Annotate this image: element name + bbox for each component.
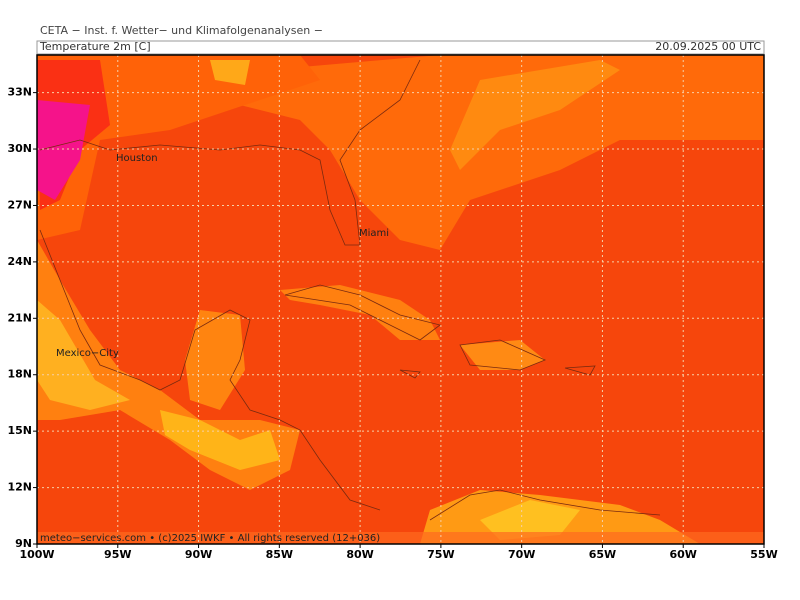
lat-tick-label: 21N [7, 311, 32, 324]
lon-tick-label: 65W [589, 548, 616, 561]
lat-tick-label: 27N [7, 198, 32, 211]
lon-tick-label: 80W [346, 548, 373, 561]
lon-tick-label: 70W [508, 548, 535, 561]
city-label: Houston [116, 153, 158, 164]
lon-tick-label: 100W [19, 548, 54, 561]
valid-time: 20.09.2025 00 UTC [655, 40, 761, 53]
lat-tick-label: 12N [7, 481, 32, 494]
header-title: CETA − Inst. f. Wetter− und Klimafolgena… [40, 24, 323, 37]
lat-tick-label: 24N [7, 255, 32, 268]
lon-tick-label: 60W [669, 548, 696, 561]
info-bar [36, 40, 765, 55]
map-frame [36, 54, 765, 545]
lat-tick-label: 9N [15, 537, 32, 550]
city-label: Mexico−City [56, 348, 119, 359]
lon-tick-label: 55W [750, 548, 777, 561]
lat-tick-label: 30N [7, 142, 32, 155]
temperature-field [37, 55, 764, 544]
lat-tick-label: 33N [7, 86, 32, 99]
lon-tick-label: 95W [104, 548, 131, 561]
lon-tick-label: 90W [185, 548, 212, 561]
lon-tick-label: 75W [427, 548, 454, 561]
lon-tick-label: 85W [266, 548, 293, 561]
lat-tick-label: 15N [7, 424, 32, 437]
field-label: Temperature 2m [C] [39, 40, 151, 53]
city-label: Miami [359, 228, 389, 239]
lat-tick-label: 18N [7, 368, 32, 381]
footer: meteo−services.com • (c)2025 IWKF • All … [40, 533, 380, 544]
